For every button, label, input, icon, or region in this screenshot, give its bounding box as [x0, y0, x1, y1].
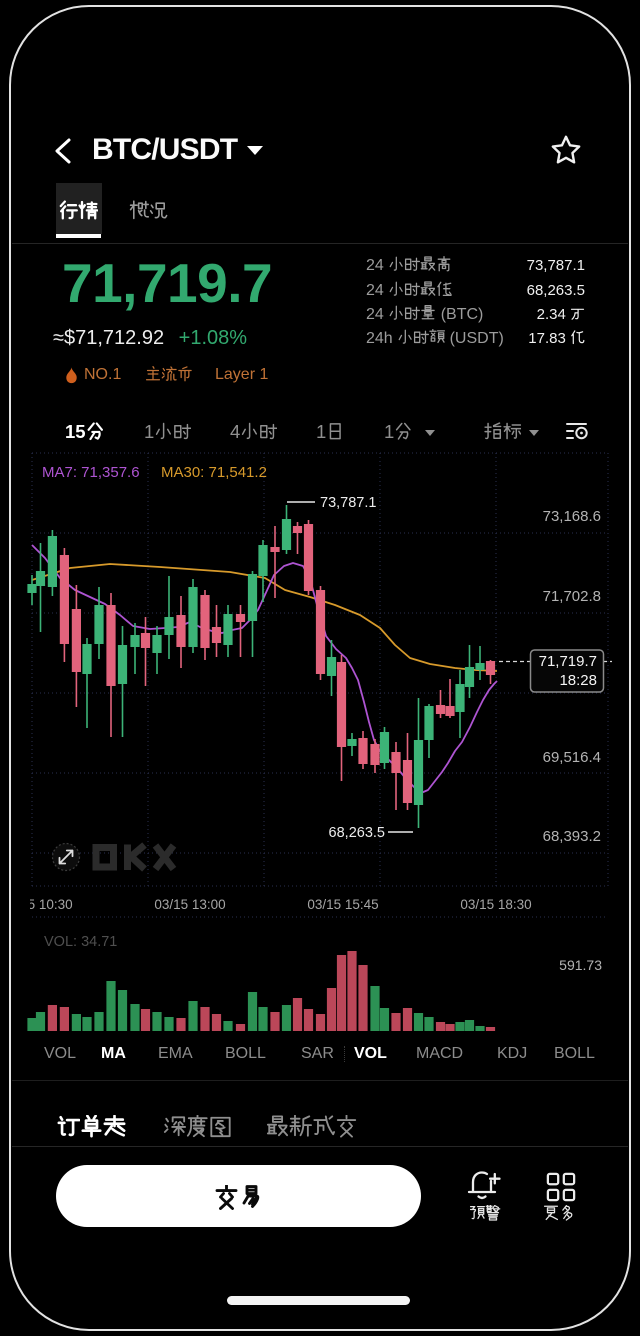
svg-text:VOL: 34.71: VOL: 34.71	[44, 934, 117, 950]
svg-text:69,516.4: 69,516.4	[543, 749, 601, 766]
svg-text:71,702.8: 71,702.8	[543, 588, 601, 605]
svg-text:591.73: 591.73	[559, 957, 602, 973]
svg-text:18:28: 18:28	[559, 672, 597, 689]
svg-text:73,168.6: 73,168.6	[543, 508, 601, 525]
svg-text:68,393.2: 68,393.2	[543, 828, 601, 845]
svg-text:03/15 13:00: 03/15 13:00	[154, 897, 225, 912]
svg-text:03/15 10:30: 03/15 10:30	[1, 897, 72, 912]
svg-text:71,719.7: 71,719.7	[539, 653, 597, 670]
svg-text:03/15 18:30: 03/15 18:30	[460, 897, 531, 912]
svg-text:68,263.5: 68,263.5	[329, 825, 385, 841]
svg-text:03/15 15:45: 03/15 15:45	[307, 897, 378, 912]
svg-text:73,787.1: 73,787.1	[320, 495, 376, 511]
